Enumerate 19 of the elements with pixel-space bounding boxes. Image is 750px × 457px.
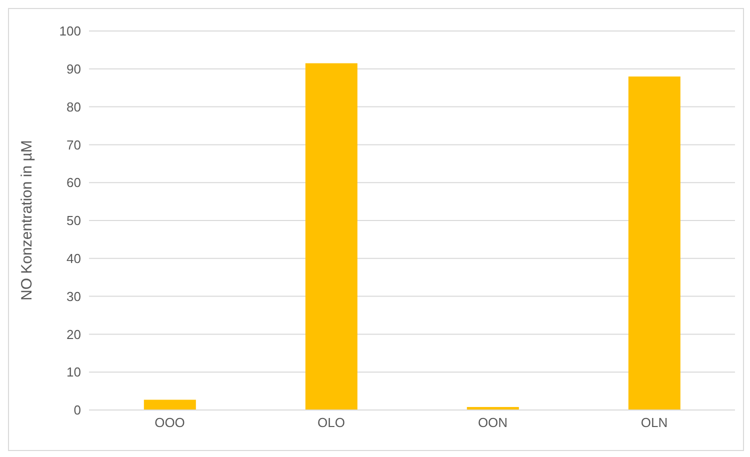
y-tick-label: 40	[66, 251, 81, 266]
y-tick-label: 70	[66, 137, 81, 152]
x-tick-label: OLN	[640, 415, 668, 430]
x-tick-label: OLO	[318, 415, 345, 430]
y-tick-label: 10	[66, 364, 81, 380]
x-tick-label: OOO	[154, 415, 185, 430]
y-tick-label: 60	[66, 175, 81, 190]
y-tick-label: 0	[74, 402, 81, 418]
y-tick-label: 100	[59, 24, 81, 39]
bar	[628, 76, 680, 410]
y-tick-label: 90	[66, 62, 81, 77]
y-tick-label: 50	[66, 213, 81, 228]
bar	[305, 63, 358, 410]
y-tick-label: 30	[66, 288, 81, 304]
y-tick-label: 80	[66, 99, 81, 114]
bar	[144, 400, 196, 410]
x-tick-label: OON	[478, 415, 508, 430]
y-tick-label: 20	[66, 326, 81, 342]
y-axis-title: NO Konzentration in µM	[18, 140, 36, 300]
